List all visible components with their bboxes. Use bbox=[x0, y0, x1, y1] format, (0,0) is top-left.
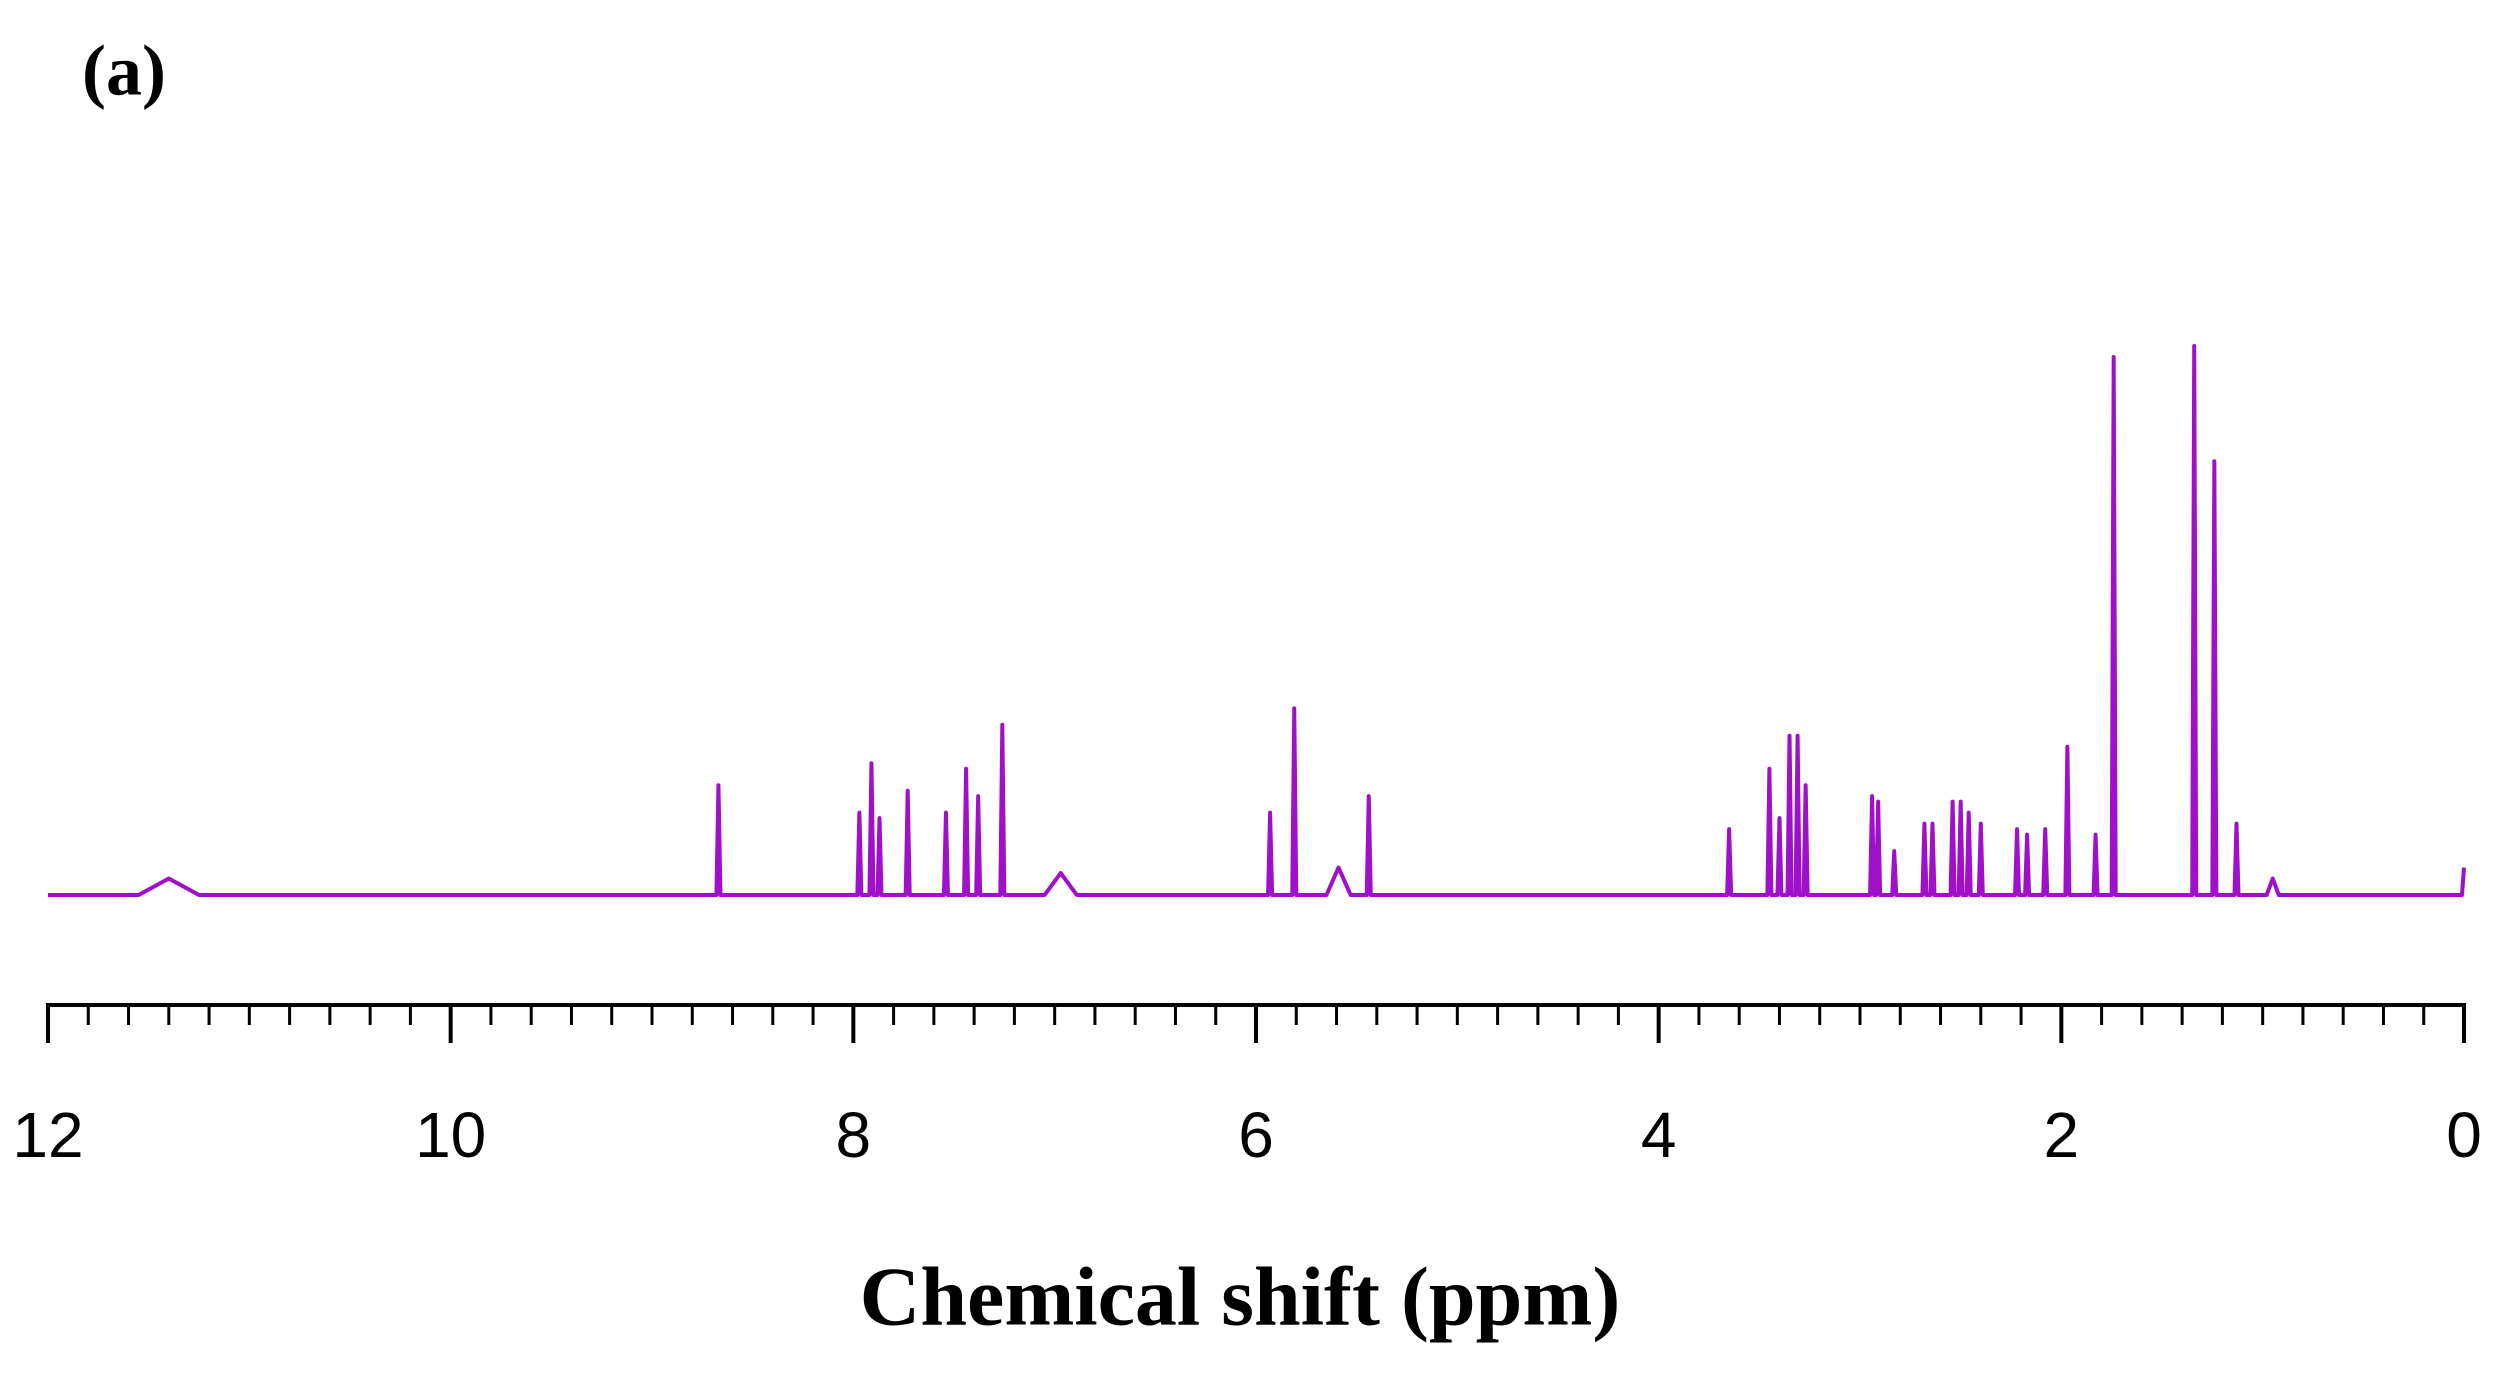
x-axis-label: Chemical shift (ppm) bbox=[860, 1250, 1621, 1343]
x-tick-label: 6 bbox=[1238, 1099, 1274, 1171]
x-tick-label: 2 bbox=[2044, 1099, 2080, 1171]
panel-label: (a) bbox=[82, 31, 166, 111]
x-tick-label: 0 bbox=[2446, 1099, 2482, 1171]
spectrum-line bbox=[48, 344, 2466, 897]
x-tick-label: 10 bbox=[415, 1099, 486, 1171]
x-tick-label: 4 bbox=[1641, 1099, 1677, 1171]
x-tick-label: 12 bbox=[12, 1099, 83, 1171]
x-tick-label: 8 bbox=[836, 1099, 872, 1171]
